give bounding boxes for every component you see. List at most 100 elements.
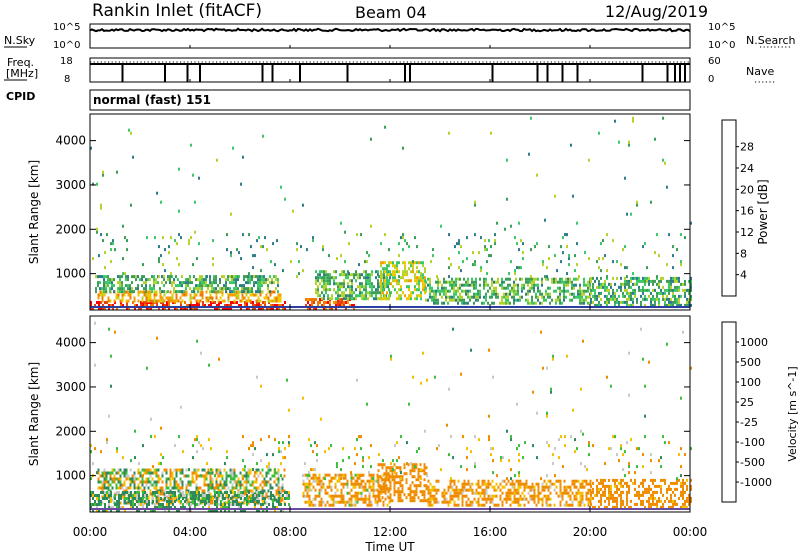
echo-cell <box>221 483 224 487</box>
echo-cell <box>273 299 276 303</box>
echo-cell <box>161 275 163 279</box>
echo-cell <box>620 502 622 506</box>
echo-cell <box>590 276 592 280</box>
echo-cell <box>581 295 583 299</box>
echo-cell <box>561 289 563 293</box>
echo-cell <box>219 290 222 294</box>
echo-cell <box>459 286 461 290</box>
echo-cell <box>622 282 624 286</box>
echo-cell <box>481 491 484 495</box>
echo-cell <box>252 497 254 500</box>
echo-cell <box>517 298 519 302</box>
echo-cell <box>406 270 408 274</box>
echo-cell <box>638 496 640 500</box>
echo-cell <box>163 468 166 472</box>
echo-cell <box>646 279 648 283</box>
echo-cell <box>604 462 606 466</box>
echo-cell <box>680 505 682 509</box>
echo-cell <box>235 290 238 294</box>
echo-cell <box>402 273 404 277</box>
echo-cell <box>277 477 280 481</box>
echo-cell <box>559 482 562 486</box>
echo-cell <box>384 294 386 298</box>
echo-cell <box>214 474 216 478</box>
echo-cell <box>119 468 122 472</box>
echo-cell <box>220 494 222 497</box>
echo-cell <box>267 290 270 294</box>
echo-cell <box>640 493 642 497</box>
echo-cell <box>257 278 259 282</box>
echo-cell <box>401 487 404 491</box>
echo-cell <box>517 289 519 293</box>
echo-cell <box>488 348 490 352</box>
echo-cell <box>119 281 121 285</box>
echo-cell <box>386 270 388 274</box>
echo-cell <box>263 501 266 505</box>
echo-cell <box>583 277 585 281</box>
echo-cell <box>121 293 124 297</box>
echo-cell <box>399 493 402 497</box>
echo-cell <box>157 281 159 285</box>
echo-cell <box>435 280 437 284</box>
echo-cell <box>138 503 140 506</box>
echo-cell <box>114 330 116 334</box>
echo-cell <box>644 279 646 283</box>
echo-cell <box>670 300 672 304</box>
echo-cell <box>205 290 208 294</box>
echo-cell <box>231 483 234 487</box>
echo-cell <box>608 297 610 301</box>
echo-cell <box>369 291 371 295</box>
echo-cell <box>527 491 530 495</box>
echo-cell <box>322 500 325 504</box>
echo-cell <box>273 281 275 285</box>
echo-cell <box>542 260 544 264</box>
echo-cell <box>626 275 628 279</box>
echo-cell <box>264 509 266 512</box>
echo-cell <box>616 502 618 506</box>
echo-cell <box>252 494 254 497</box>
echo-cell <box>331 276 333 280</box>
echo-cell <box>95 275 97 279</box>
echo-cell <box>375 276 377 280</box>
echo-cell <box>119 477 122 481</box>
echo-cell <box>457 488 460 492</box>
echo-cell <box>336 494 339 498</box>
echo-cell <box>219 474 222 478</box>
echo-cell <box>195 284 197 288</box>
echo-cell <box>136 509 138 512</box>
echo-cell <box>458 239 460 243</box>
echo-cell <box>349 279 351 283</box>
echo-cell <box>406 297 408 301</box>
echo-cell <box>491 494 494 498</box>
echo-cell <box>119 278 121 282</box>
echo-cell <box>600 487 602 491</box>
echo-cell <box>342 476 345 480</box>
echo-cell <box>508 459 510 463</box>
echo-cell <box>201 284 203 288</box>
echo-cell <box>216 491 218 494</box>
echo-cell <box>250 497 252 500</box>
echo-cell <box>233 474 236 478</box>
echo-cell <box>129 480 132 484</box>
echo-cell <box>316 479 319 483</box>
echo-cell <box>585 283 587 287</box>
echo-cell <box>411 490 414 494</box>
echo-cell <box>453 503 456 507</box>
echo-cell <box>216 503 218 506</box>
echo-cell <box>620 288 622 292</box>
echo-cell <box>539 289 541 293</box>
echo-cell <box>92 494 94 497</box>
echo-cell <box>377 475 380 479</box>
echo-cell <box>168 503 170 506</box>
echo-cell <box>459 292 461 296</box>
echo-cell <box>257 474 260 478</box>
echo-cell <box>554 474 556 478</box>
echo-cell <box>238 503 240 506</box>
echo-cell <box>487 485 490 489</box>
echo-cell <box>648 360 650 364</box>
echo-cell <box>119 474 122 478</box>
echo-cell <box>360 435 362 439</box>
echo-cell <box>335 301 337 304</box>
echo-cell <box>339 304 341 307</box>
echo-cell <box>612 260 614 264</box>
